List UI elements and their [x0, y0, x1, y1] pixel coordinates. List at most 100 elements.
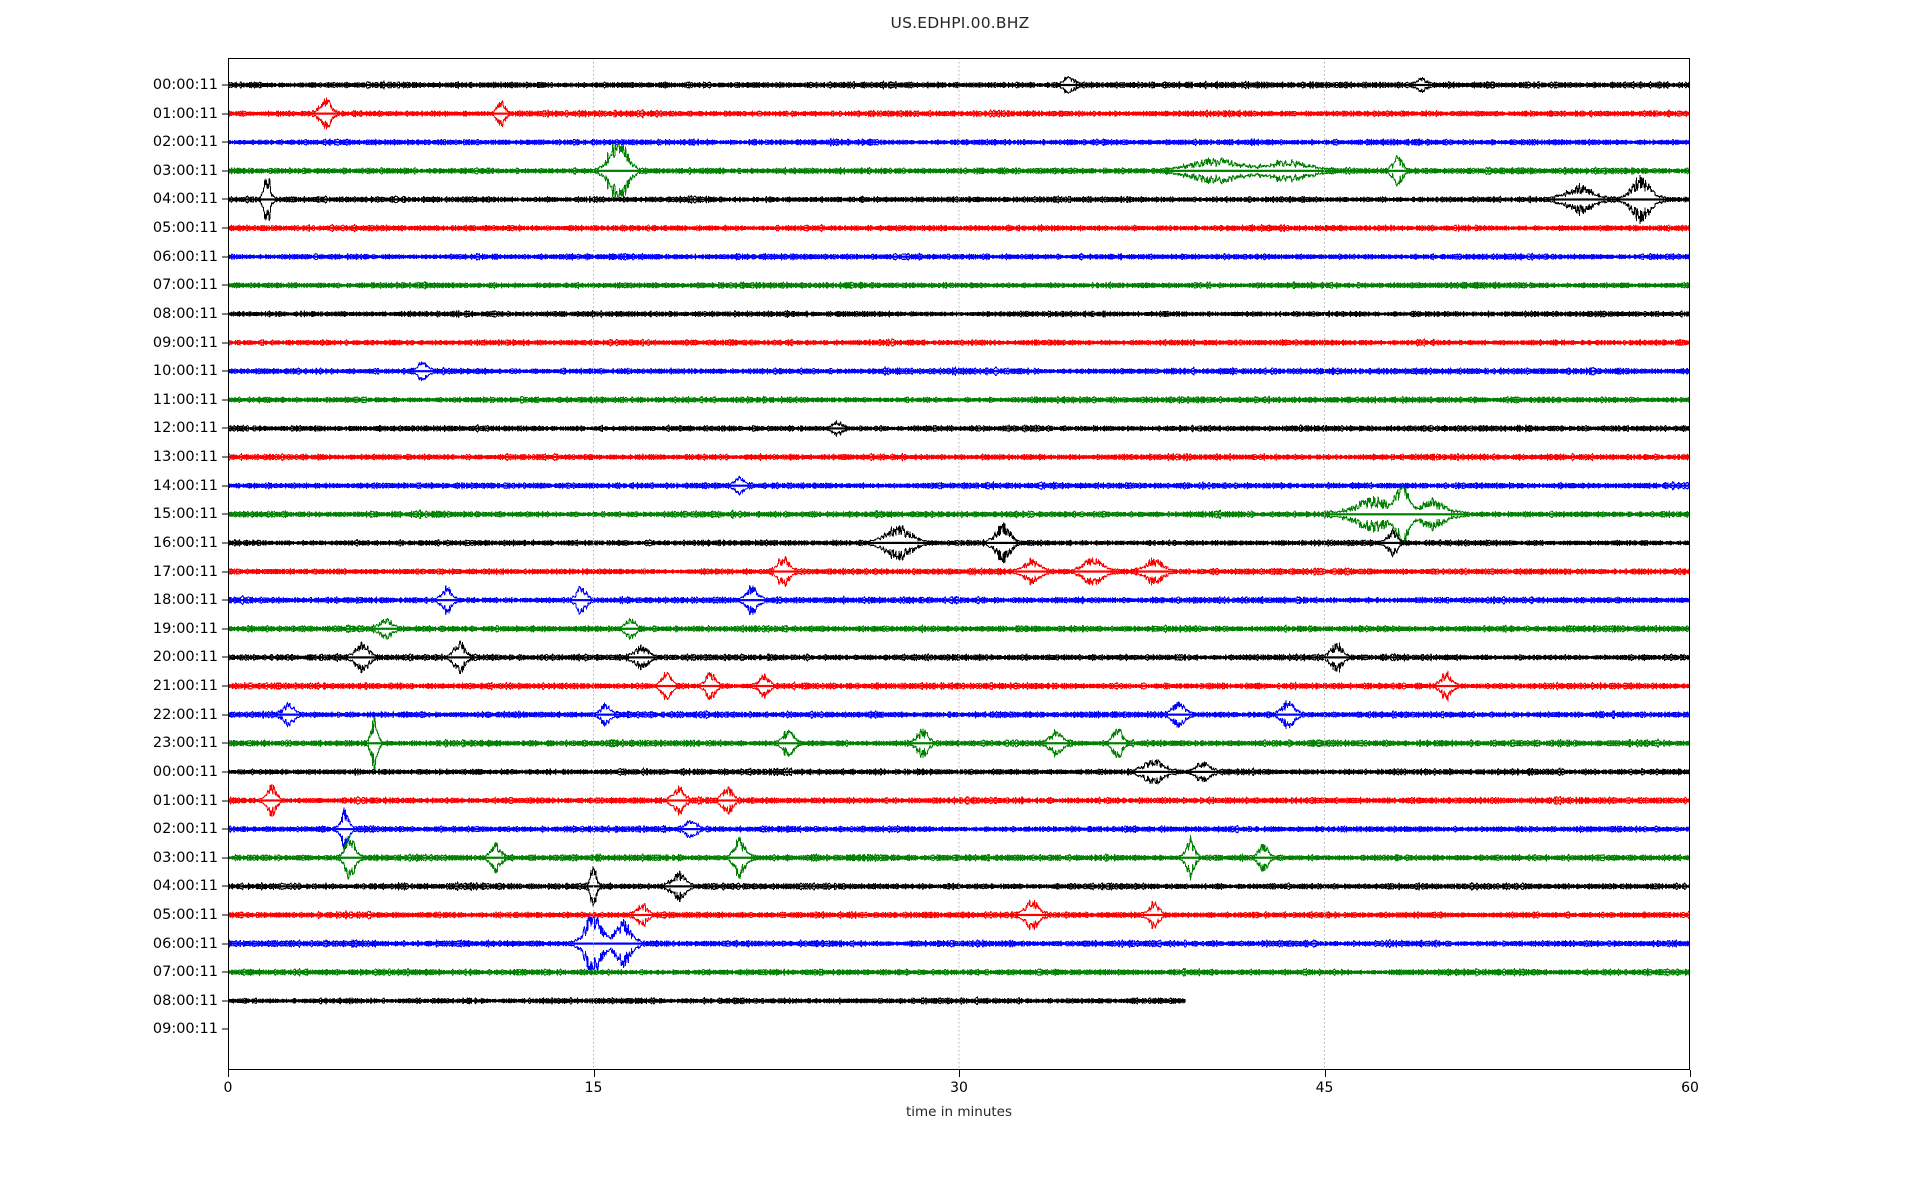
- y-axis-tick-mark: [222, 943, 229, 945]
- trace-row: [228, 555, 1690, 588]
- page-title: US.EDHPI.00.BHZ: [890, 14, 1030, 32]
- y-axis-tick-mark: [222, 113, 229, 115]
- trace-row: [228, 475, 1690, 496]
- y-axis-tick-label: 05:00:11: [152, 906, 218, 923]
- trace-row: [228, 617, 1690, 640]
- trace-row: [228, 585, 1690, 616]
- y-axis-tick-label: 04:00:11: [152, 878, 218, 895]
- trace-row: [228, 420, 1690, 437]
- x-axis-tick-mark: [1690, 1070, 1691, 1077]
- x-axis-tick-mark: [1324, 1070, 1326, 1077]
- x-axis-tick-mark: [959, 1070, 960, 1077]
- y-axis-tick-mark: [222, 370, 229, 372]
- y-axis-tick-label: 02:00:11: [152, 821, 218, 838]
- trace-row: [228, 252, 1690, 261]
- y-axis-tick-mark: [222, 656, 229, 658]
- x-axis-ticks: 0 15 30 45 60: [224, 1070, 1699, 1120]
- y-axis-tick-label: 00:00:11: [152, 77, 218, 93]
- y-axis-tick-label: 22:00:11: [152, 706, 218, 723]
- y-axis-tick-mark: [222, 84, 229, 86]
- trace-row: [228, 223, 1690, 233]
- trace-row: [228, 395, 1690, 405]
- y-axis-tick-mark: [222, 284, 229, 286]
- x-axis-tick-mark: [228, 1070, 229, 1077]
- y-axis-tick-mark: [222, 771, 229, 773]
- y-axis-tick-label: 09:00:11: [152, 1021, 218, 1038]
- trace-row: [228, 967, 1690, 977]
- y-axis-tick-mark: [222, 828, 229, 830]
- x-axis-tick-label: 0: [223, 1080, 233, 1096]
- y-axis-tick-mark: [222, 628, 229, 630]
- y-axis-tick-label: 04:00:11: [152, 191, 218, 208]
- y-axis-tick-label: 07:00:11: [152, 277, 218, 294]
- y-axis-tick-mark: [222, 485, 229, 487]
- y-axis-tick-label: 08:00:11: [152, 992, 218, 1009]
- y-axis-tick-label: 23:00:11: [152, 735, 218, 752]
- y-axis-tick-label: 10:00:11: [152, 363, 218, 380]
- y-axis-tick-mark: [222, 313, 229, 315]
- trace-row: [228, 866, 1690, 907]
- trace-row: [228, 640, 1690, 675]
- y-axis-tick-mark: [222, 227, 229, 229]
- y-axis-tick-label: 15:00:11: [152, 506, 218, 523]
- y-axis-tick-label: 20:00:11: [152, 649, 218, 666]
- x-axis-tick-label: 30: [950, 1080, 968, 1096]
- trace-row: [228, 716, 1690, 771]
- y-axis-tick-mark: [222, 399, 229, 401]
- y-axis-tick-mark: [222, 885, 229, 887]
- trace-row: [228, 487, 1690, 542]
- y-axis-tick-mark: [222, 141, 229, 143]
- trace-row: [228, 452, 1690, 462]
- y-axis-tick-label: 08:00:11: [152, 305, 218, 322]
- y-axis-tick-mark: [222, 914, 229, 916]
- y-axis-tick-label: 21:00:11: [152, 678, 218, 695]
- seismic-traces: [228, 76, 1690, 1006]
- y-axis-tick-label: 05:00:11: [152, 220, 218, 237]
- y-axis-tick-mark: [222, 427, 229, 429]
- x-axis-tick-mark: [593, 1070, 595, 1077]
- y-axis-tick-label: 17:00:11: [152, 563, 218, 580]
- y-axis-tick-label: 03:00:11: [152, 162, 218, 179]
- x-axis-tick-label: 45: [1315, 1080, 1334, 1096]
- y-axis-tick-label: 13:00:11: [152, 449, 218, 466]
- y-axis-tick-label: 01:00:11: [152, 105, 218, 122]
- y-axis-tick-mark: [222, 1000, 229, 1002]
- y-axis-tick-label: 06:00:11: [152, 935, 218, 952]
- y-axis-labels: 00:00:11 01:00:11 02:00:11 03:00:11 04:00:11…: [0, 58, 218, 1070]
- y-axis-tick-mark: [222, 800, 229, 801]
- y-axis-tick-label: 01:00:11: [152, 792, 218, 809]
- trace-row: [228, 670, 1690, 702]
- y-axis-tick-mark: [222, 513, 229, 515]
- y-axis-tick-label: 16:00:11: [152, 534, 218, 551]
- y-axis-tick-mark: [222, 571, 229, 573]
- y-axis-tick-label: 14:00:11: [152, 477, 218, 494]
- y-axis-tick-mark: [222, 599, 229, 601]
- y-axis-tick-mark: [222, 542, 229, 544]
- x-axis-tick-label: 15: [584, 1080, 603, 1096]
- plot-area: [228, 58, 1690, 1070]
- y-axis-tick-label: 19:00:11: [152, 620, 218, 637]
- y-axis-tick-label: 12:00:11: [152, 420, 218, 437]
- y-axis-tick-label: 06:00:11: [152, 248, 218, 265]
- trace-row: [228, 916, 1690, 971]
- trace-row: [228, 144, 1690, 198]
- trace-row: [228, 138, 1690, 147]
- y-axis-tick-label: 11:00:11: [152, 391, 218, 408]
- y-axis-tick-mark: [222, 857, 229, 859]
- trace-row: [228, 338, 1690, 347]
- y-axis-tick-mark: [222, 170, 229, 172]
- trace-row: [228, 834, 1690, 881]
- trace-row: [228, 899, 1690, 931]
- y-axis-tick-mark: [222, 685, 229, 687]
- trace-row: [228, 76, 1690, 94]
- x-axis-title: time in minutes: [905, 1104, 1013, 1120]
- trace-row: [228, 522, 1690, 564]
- trace-row: [228, 759, 1690, 785]
- trace-row: [228, 807, 1690, 851]
- y-axis-tick-mark: [222, 456, 229, 458]
- trace-row: [228, 996, 1186, 1006]
- trace-row: [228, 97, 1690, 130]
- trace-row: [228, 310, 1690, 318]
- y-axis-tick-label: 02:00:11: [152, 134, 218, 151]
- y-axis-tick-mark: [222, 971, 229, 973]
